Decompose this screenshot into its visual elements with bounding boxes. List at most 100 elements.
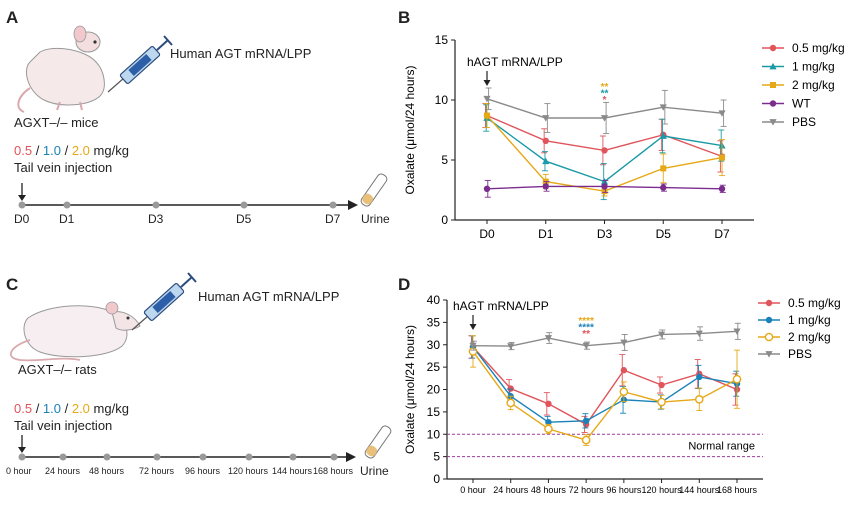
chart-b-y-tick-label-1: 5 xyxy=(441,153,448,167)
panel-letter-c: C xyxy=(6,275,19,294)
timeline-c-label-5: 120 hours xyxy=(228,466,269,476)
chart-b-series-4-point-3 xyxy=(659,104,667,111)
chart-b-significance-mark-2: * xyxy=(603,95,607,106)
chart-d-series-0-point-5 xyxy=(658,381,665,389)
chart-d-series-0-point-4 xyxy=(620,367,628,374)
timeline-c-label-7: 168 hours xyxy=(313,466,354,476)
timeline-c xyxy=(18,425,392,462)
chart-d-y-tick-label-7: 35 xyxy=(427,315,441,329)
chart-d-series-3-point-2 xyxy=(544,335,553,342)
chart-b-x-tick-label-0: D0 xyxy=(479,227,495,241)
chart-b-series-3 xyxy=(483,179,726,198)
timeline-c-end: Urine xyxy=(360,464,389,478)
chart-b-legend-marker-4 xyxy=(769,119,777,126)
dose-unit-c: mg/kg xyxy=(89,401,129,416)
animal-label-a: AGXT–/– mice xyxy=(14,115,99,130)
chart-d-annotation-label: hAGT mRNA/LPP xyxy=(453,299,549,313)
dose-high-c: 2.0 xyxy=(71,401,90,416)
chart-b-legend-label-4: PBS xyxy=(792,115,816,129)
dose-sep-a-1: / xyxy=(32,143,43,158)
animal-label-c: AGXT–/– rats xyxy=(18,362,97,377)
chart-d-series-1-point-6 xyxy=(696,373,703,381)
chart-b-series-3-point-2 xyxy=(601,183,608,190)
chart-d-x-tick-label-6: 144 hours xyxy=(679,485,720,495)
timeline-a-label-0: D0 xyxy=(14,212,30,226)
timeline-a-end: Urine xyxy=(361,212,390,226)
timeline-a-label-4: D7 xyxy=(325,212,341,226)
chart-d-legend-label-3: PBS xyxy=(788,347,812,361)
chart-b-y-tick-label-3: 15 xyxy=(435,33,449,47)
chart-b-legend-label-3: WT xyxy=(792,97,811,111)
syringe-illustration-c xyxy=(131,272,197,331)
chart-b-y-axis-label: Oxalate (μmol/24 hours) xyxy=(403,66,417,195)
chart-d-y-tick-label-1: 5 xyxy=(433,450,440,464)
panel-letter-b: B xyxy=(398,8,411,27)
chart-d-series-2-point-7 xyxy=(732,374,742,384)
chart-d-significance-mark-1: **** xyxy=(578,323,594,334)
dose-high-a: 2.0 xyxy=(71,143,90,158)
chart-b-series-3-point-0 xyxy=(483,185,491,192)
chart-b-series-0-point-2 xyxy=(601,147,608,154)
chart-b-legend-label-2: 2 mg/kg xyxy=(792,78,835,92)
rat-illustration xyxy=(9,301,141,362)
dose-low-a: 0.5 xyxy=(14,143,33,158)
chart-b-series-3-point-4 xyxy=(718,185,726,192)
chart-d-legend-label-0: 0.5 mg/kg xyxy=(788,296,841,310)
chart-d-series-3 xyxy=(469,322,741,352)
chart-d-series-3-point-0 xyxy=(469,342,477,350)
chart-b-series-4-point-2 xyxy=(600,115,609,122)
chart-b-x-tick-label-3: D5 xyxy=(656,227,672,241)
chart-d-x-tick-label-2: 48 hours xyxy=(531,485,567,495)
chart-b-y-tick-label-2: 10 xyxy=(435,93,449,107)
chart-b-series-1-point-3 xyxy=(659,132,667,139)
chart-d-legend-label-2: 2 mg/kg xyxy=(788,330,831,344)
timeline-c-label-6: 144 hours xyxy=(272,466,313,476)
chart-d-series-3-line xyxy=(472,330,738,347)
chart-d-significance-mark-0: **** xyxy=(578,316,594,327)
injection-label-a: Human AGT mRNA/LPP xyxy=(170,46,312,61)
timeline-c-label-3: 72 hours xyxy=(139,466,175,476)
route-label-a: Tail vein injection xyxy=(14,160,113,175)
chart-b-series-4 xyxy=(483,87,727,135)
chart-d-y-tick-label-0: 0 xyxy=(433,472,440,486)
chart-b-significance-mark-0: ** xyxy=(601,82,609,93)
chart-d-series-2-line xyxy=(472,351,738,441)
timeline-a-label-3: D5 xyxy=(236,212,252,226)
chart-d-normal-range-label: Normal range xyxy=(688,440,755,452)
chart-d-series-0-line xyxy=(472,346,738,426)
chart-d-x-tick-label-1: 24 hours xyxy=(493,485,529,495)
dose-sep-a-2: / xyxy=(61,143,72,158)
chart-d-significance-mark-2: ** xyxy=(582,329,590,340)
chart-d-series-2-point-1 xyxy=(506,398,516,408)
chart-d-y-tick-label-3: 15 xyxy=(427,405,441,419)
chart-b-series-4-point-4 xyxy=(718,110,726,117)
chart-d-x-tick-label-7: 168 hours xyxy=(717,485,758,495)
chart-d-series-0-point-2 xyxy=(545,400,552,408)
chart-d-series-3-point-4 xyxy=(620,339,628,347)
dose-sep-c-1: / xyxy=(32,401,43,416)
chart-d-series-2-point-3 xyxy=(581,435,591,445)
chart-d-series-3-point-3 xyxy=(582,342,590,350)
chart-d-legend-marker-3 xyxy=(765,351,773,358)
chart-d-y-axis-label: Oxalate (μmol/24 hours) xyxy=(403,325,417,454)
chart-b-series-1-point-1 xyxy=(542,157,550,165)
chart-d-series-0 xyxy=(468,335,741,433)
chart-b-x-tick-label-4: D7 xyxy=(714,227,730,241)
chart-d-series-2-point-2 xyxy=(544,424,553,434)
chart-b-annotation-arrow-head xyxy=(483,80,491,86)
chart-b-legend-label-0: 0.5 mg/kg xyxy=(792,41,845,55)
chart-b-series-2-point-3 xyxy=(660,165,667,172)
chart-d-x-tick-label-5: 120 hours xyxy=(642,485,683,495)
chart-b-legend-label-1: 1 mg/kg xyxy=(792,60,835,74)
chart-b-legend-marker-2 xyxy=(770,82,776,88)
timeline-a-label-2: D3 xyxy=(148,212,164,226)
chart-d-legend-marker-2 xyxy=(764,332,774,342)
panel-letter-a: A xyxy=(6,8,19,27)
dose-low-c: 0.5 xyxy=(14,401,33,416)
chart-d-series-3-point-5 xyxy=(657,331,666,339)
dose-mid-a: 1.0 xyxy=(42,143,61,158)
timeline-c-label-0: 0 hour xyxy=(6,466,32,476)
chart-d-series-2-point-5 xyxy=(657,397,666,407)
